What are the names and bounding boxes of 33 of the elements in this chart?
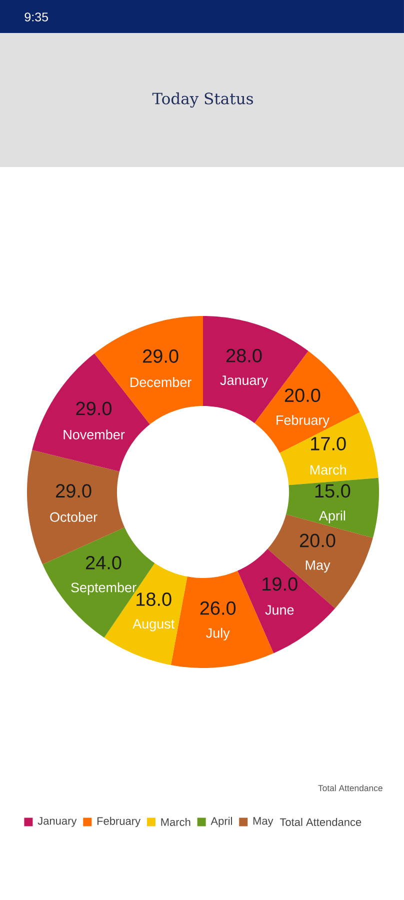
- data-label: 28.0: [226, 348, 262, 362]
- slice-label: June: [265, 605, 294, 615]
- data-label: 15.0: [315, 484, 350, 498]
- slice-label: December: [130, 377, 192, 388]
- slice-label: July: [206, 628, 230, 640]
- data-label: 20.0: [284, 388, 320, 402]
- slice-label: February: [276, 415, 330, 428]
- data-label: 19.0: [262, 577, 298, 591]
- text: 9:35: [24, 12, 48, 22]
- data-label: 17.0: [311, 436, 346, 450]
- legend-label: April: [210, 816, 232, 828]
- legend-label: January: [38, 817, 77, 827]
- slice-label: May: [306, 560, 330, 573]
- text: Total Attendance: [318, 784, 382, 792]
- legend-label: March: [161, 818, 190, 826]
- slice-label: November: [64, 430, 125, 440]
- data-label: 29.0: [143, 349, 178, 363]
- slice-label: October: [50, 512, 98, 522]
- data-label: 24.0: [86, 556, 122, 570]
- legend-title: Total Attendance: [280, 818, 362, 826]
- data-label: 29.0: [56, 484, 92, 498]
- slice-label: August: [132, 619, 175, 632]
- data-label: 29.0: [76, 402, 112, 416]
- legend-label: May: [253, 817, 274, 827]
- data-label: 18.0: [136, 592, 172, 606]
- slice-label: April: [318, 510, 346, 524]
- slice-label: March: [310, 464, 346, 475]
- slice-label: January: [220, 376, 268, 388]
- legend-label: February: [97, 816, 141, 828]
- slice-label: September: [71, 582, 136, 595]
- chart-title: Today Status: [152, 92, 253, 108]
- data-label: 20.0: [300, 534, 336, 548]
- data-label: 26.0: [200, 601, 236, 615]
